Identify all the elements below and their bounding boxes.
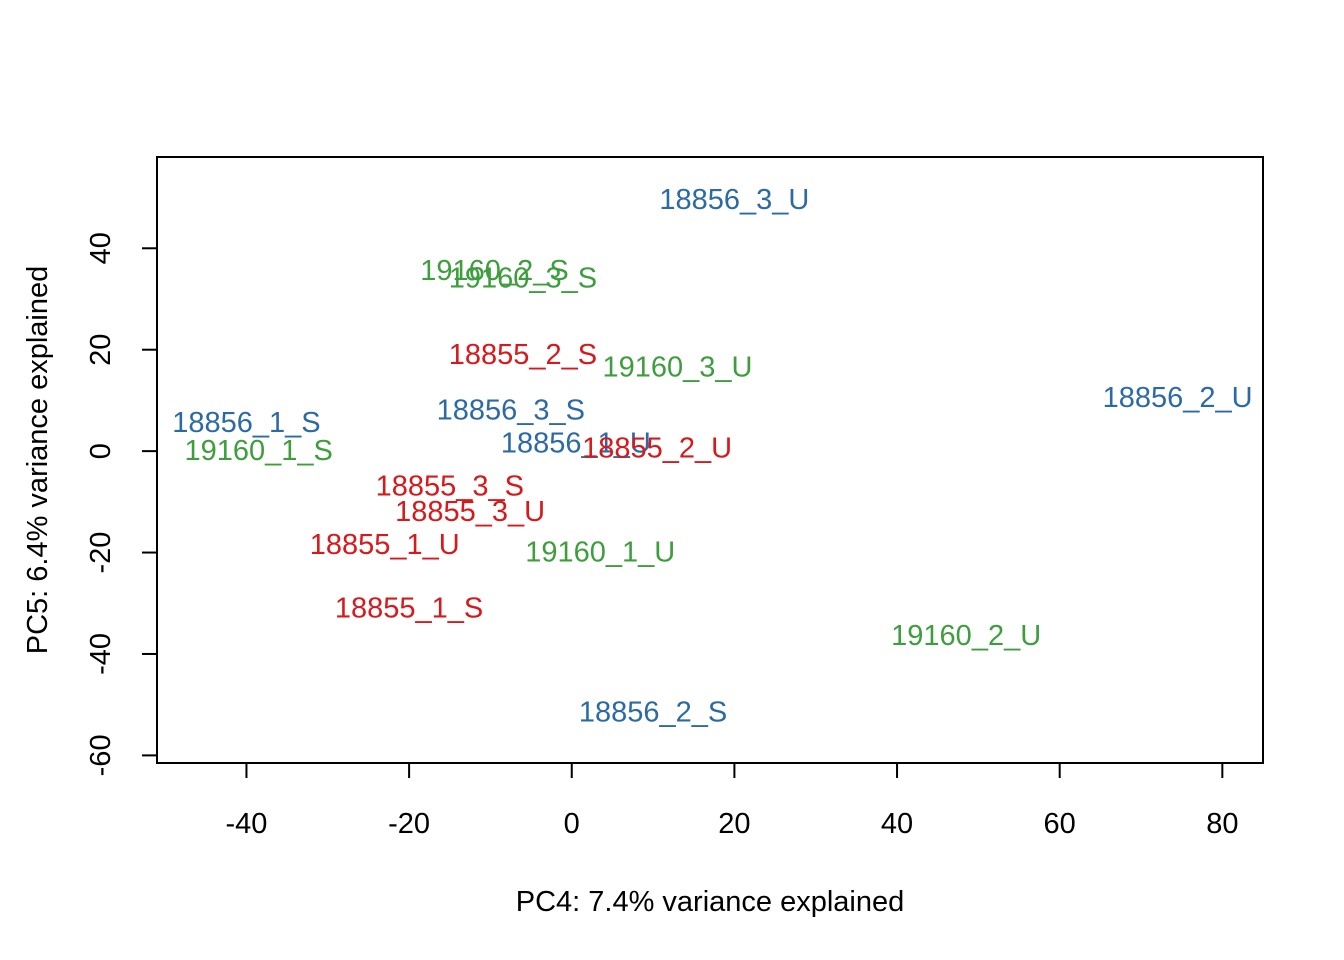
point-label-18856-1-u: 18856_1_U	[501, 428, 651, 460]
y-axis-title: PC5: 6.4% variance explained	[22, 266, 54, 655]
point-label-18856-2-u: 18856_2_U	[1103, 382, 1253, 414]
x-tick-label: 0	[564, 808, 580, 840]
point-label-19160-1-u: 19160_1_U	[525, 537, 675, 569]
point-label-18855-3-u: 18855_3_U	[395, 496, 545, 528]
y-tick-label: -20	[85, 532, 117, 574]
point-label-18855-1-u: 18855_1_U	[310, 529, 460, 561]
x-axis: -40 -20 0 20 40 60 80	[225, 762, 1238, 840]
point-label-19160-3-u: 19160_3_U	[602, 351, 752, 383]
point-label-19160-1-s: 19160_1_S	[184, 435, 332, 467]
point-label-18855-3-s: 18855_3_S	[376, 471, 524, 503]
x-tick-label: -20	[388, 808, 430, 840]
y-tick-label: 0	[85, 443, 117, 459]
x-tick-label: -40	[225, 808, 267, 840]
y-tick-label: 20	[85, 334, 117, 366]
y-axis: -60 -40 -20 0 20 40	[85, 232, 158, 776]
y-tick-label: -40	[85, 633, 117, 675]
x-tick-label: 60	[1044, 808, 1076, 840]
y-tick-label: -60	[85, 734, 117, 776]
x-tick-label: 80	[1206, 808, 1238, 840]
point-label-18856-1-s: 18856_1_S	[172, 407, 320, 439]
point-label-18855-2-s: 18855_2_S	[449, 339, 597, 371]
point-label-19160-2-u: 19160_2_U	[891, 620, 1041, 652]
point-label-18855-1-s: 18855_1_S	[335, 592, 483, 624]
x-tick-label: 40	[881, 808, 913, 840]
point-label-18856-3-u: 18856_3_U	[659, 184, 809, 216]
point-label-18855-2-u: 18855_2_U	[582, 433, 732, 465]
point-label-18856-2-s: 18856_2_S	[579, 696, 727, 728]
point-label-18856-3-s: 18856_3_S	[437, 395, 585, 427]
point-label-19160-2-s: 19160_2_S	[420, 255, 568, 287]
x-tick-label: 20	[718, 808, 750, 840]
y-tick-label: 40	[85, 232, 117, 264]
point-label-19160-3-s: 19160_3_S	[449, 263, 597, 295]
x-axis-title: PC4: 7.4% variance explained	[516, 886, 905, 918]
